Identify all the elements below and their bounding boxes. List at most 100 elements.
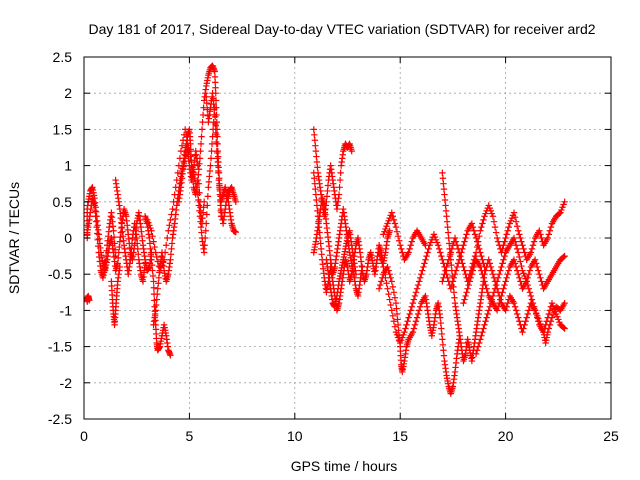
data-point <box>504 271 511 278</box>
data-point <box>389 213 397 220</box>
data-point <box>312 185 319 193</box>
data-point <box>448 245 456 253</box>
data-point <box>437 314 444 321</box>
data-point <box>493 278 501 285</box>
data-point <box>380 263 387 271</box>
data-point <box>215 169 222 177</box>
data-point <box>502 234 509 242</box>
data-point <box>453 263 461 271</box>
data-point <box>478 267 485 274</box>
data-point <box>527 292 535 300</box>
data-point <box>526 289 534 296</box>
y-tick-label: 0.5 <box>53 194 73 210</box>
data-point <box>392 223 400 231</box>
data-point <box>517 278 524 285</box>
data-point <box>493 234 501 242</box>
data-point <box>556 210 563 217</box>
data-point <box>479 220 486 227</box>
data-point <box>313 153 320 160</box>
data-point <box>403 321 410 329</box>
data-point <box>464 285 471 292</box>
series-seg-b11 <box>323 227 360 310</box>
x-tick-label: 0 <box>80 428 88 444</box>
data-point <box>477 227 484 234</box>
data-point <box>451 294 458 301</box>
data-point <box>337 169 344 177</box>
data-point <box>524 281 531 289</box>
data-point <box>148 256 155 263</box>
data-point <box>472 249 480 256</box>
data-point <box>336 184 343 191</box>
data-point <box>536 271 543 278</box>
data-point <box>444 229 452 236</box>
data-point <box>155 280 162 287</box>
data-point <box>496 299 503 307</box>
data-point <box>387 301 394 309</box>
data-point <box>417 303 424 310</box>
data-point <box>390 318 398 325</box>
data-point <box>102 252 110 260</box>
data-point <box>474 238 482 245</box>
data-point <box>538 234 545 242</box>
data-point <box>502 278 509 285</box>
data-point <box>154 258 161 265</box>
data-point <box>386 296 393 303</box>
data-point <box>395 237 403 244</box>
x-tick-label: 5 <box>186 428 194 444</box>
data-point <box>500 285 507 292</box>
data-point <box>198 220 206 227</box>
data-point <box>488 296 496 303</box>
data-point <box>530 303 538 310</box>
y-tick-label: -2.5 <box>48 411 72 427</box>
data-point <box>561 299 568 307</box>
data-point <box>522 318 529 325</box>
data-point <box>536 227 543 234</box>
data-point <box>127 256 134 263</box>
data-point <box>491 285 499 292</box>
data-point <box>389 283 397 291</box>
data-point <box>313 196 320 204</box>
data-point <box>511 213 519 221</box>
series-seg-a1 <box>84 292 93 305</box>
data-point <box>134 240 141 247</box>
series-seg-b2 <box>310 169 393 314</box>
data-point <box>91 202 98 209</box>
series-seg-a5 <box>112 176 149 285</box>
data-point <box>146 240 154 247</box>
axis-ticks <box>83 56 612 420</box>
data-point <box>535 267 542 274</box>
data-point <box>512 263 520 271</box>
data-point <box>468 220 476 227</box>
data-point <box>469 223 477 231</box>
data-point <box>214 155 221 162</box>
data-point <box>518 262 525 270</box>
data-point <box>181 126 189 133</box>
data-point <box>93 230 101 237</box>
data-point <box>205 184 212 191</box>
data-point <box>544 234 551 242</box>
data-point <box>477 263 484 271</box>
data-point <box>457 252 464 260</box>
data-point <box>511 303 519 310</box>
data-point <box>441 191 448 198</box>
data-point <box>519 328 526 336</box>
data-point <box>440 185 448 193</box>
data-point <box>440 352 448 359</box>
series-seg-a10 <box>175 144 208 227</box>
data-point <box>135 251 142 258</box>
data-point <box>498 292 505 300</box>
data-point <box>443 218 451 225</box>
data-point <box>470 227 478 234</box>
series-seg-b5 <box>375 220 488 347</box>
data-point <box>391 220 399 227</box>
data-point <box>439 278 446 285</box>
data-point <box>407 242 414 249</box>
data-point <box>152 249 159 256</box>
data-point <box>378 278 385 285</box>
series-seg-a9 <box>203 90 239 205</box>
data-point <box>512 307 520 314</box>
data-point <box>446 240 453 247</box>
data-point <box>313 158 321 166</box>
data-point <box>537 274 544 282</box>
data-point <box>91 207 99 215</box>
